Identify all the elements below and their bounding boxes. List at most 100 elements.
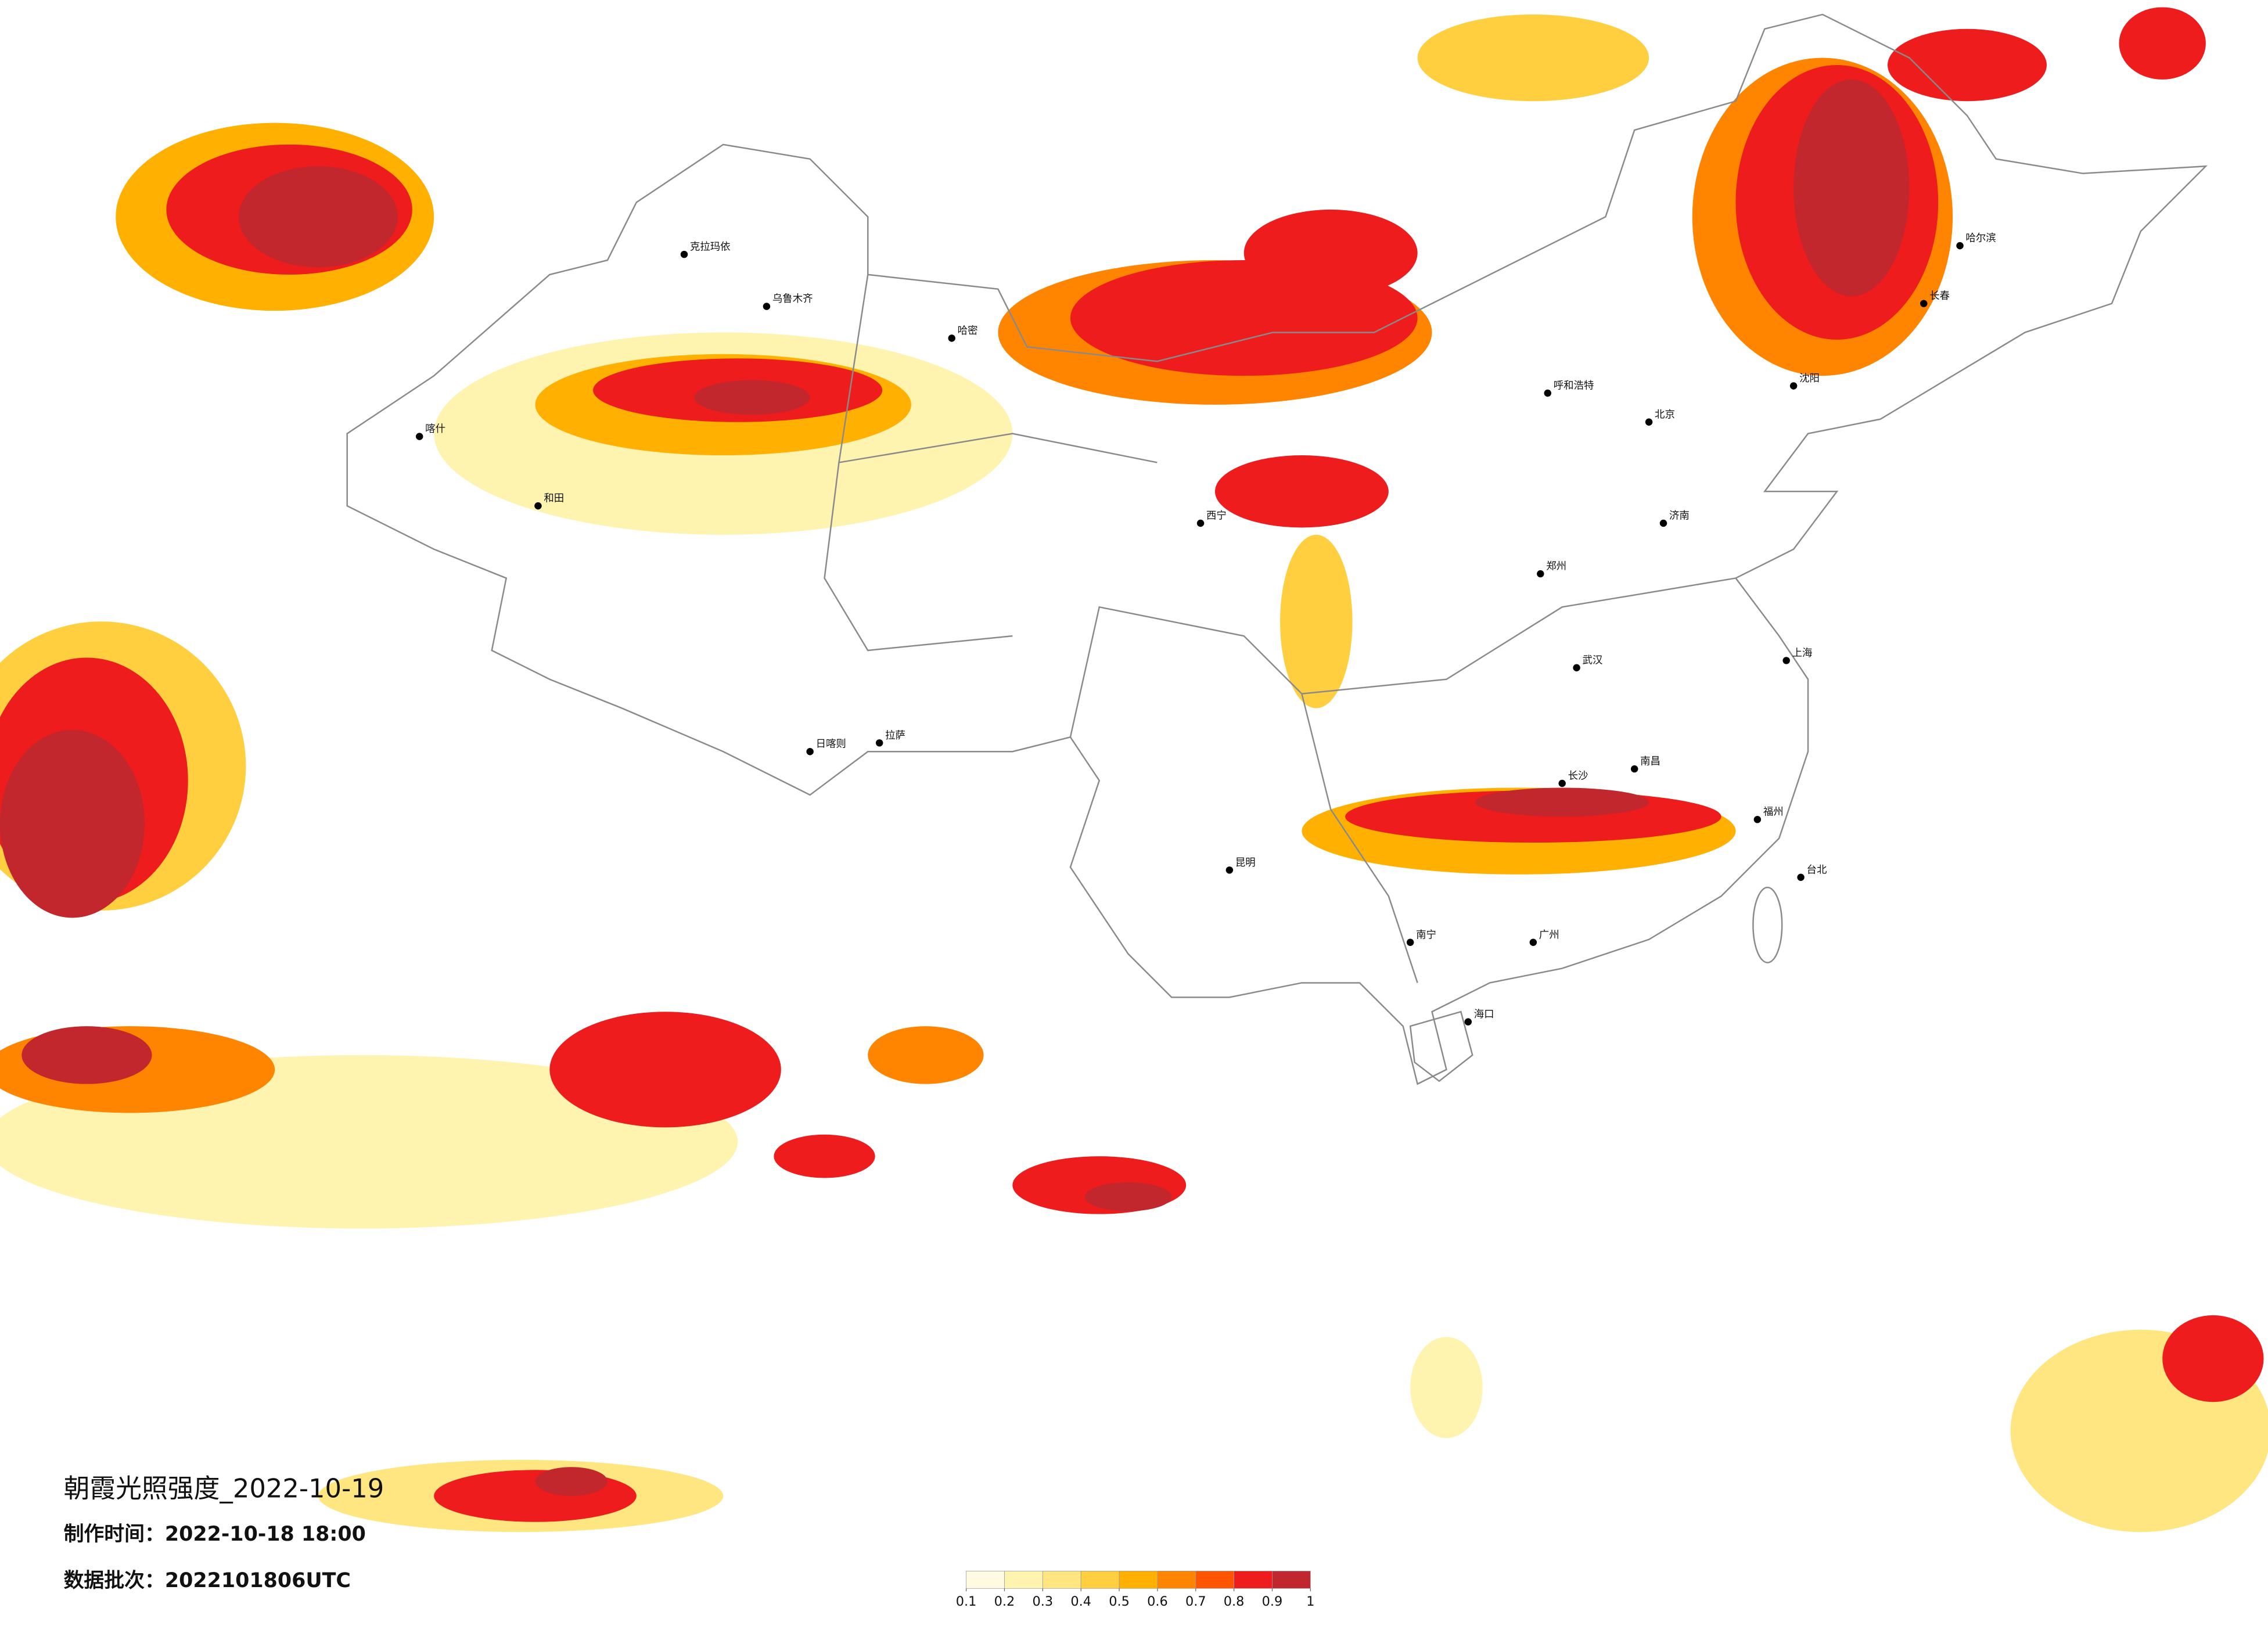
heat-area xyxy=(868,1026,984,1084)
heat-area xyxy=(1410,1337,1483,1438)
city-label: 日喀则 xyxy=(816,739,846,750)
city-dot xyxy=(806,748,814,756)
legend-tick-label: 0.8 xyxy=(1224,1594,1245,1609)
city-dot xyxy=(1753,815,1762,823)
island-border xyxy=(1752,886,1783,963)
heat-area xyxy=(1793,79,1910,297)
legend-swatch xyxy=(1004,1571,1043,1589)
city-dot xyxy=(1956,242,1964,250)
city-dot xyxy=(1920,300,1928,307)
made-time: 制作时间：2022-10-18 18:00 xyxy=(64,1523,366,1546)
legend-swatch xyxy=(1272,1571,1311,1589)
map-title: 朝霞光照强度_2022-10-19 xyxy=(64,1473,384,1504)
city-dot xyxy=(680,250,688,258)
legend-swatch xyxy=(1195,1571,1234,1589)
city-label: 克拉玛依 xyxy=(690,242,731,253)
city-label: 台北 xyxy=(1807,864,1827,876)
city-label: 上海 xyxy=(1792,647,1813,659)
city-dot xyxy=(1573,664,1580,672)
city-label: 哈尔滨 xyxy=(1965,233,1996,244)
heat-area xyxy=(238,166,398,268)
heat-area xyxy=(0,729,145,918)
data-batch: 数据批次：2022101806UTC xyxy=(64,1569,351,1592)
city-label: 北京 xyxy=(1655,409,1675,420)
legend-swatch xyxy=(1080,1571,1120,1589)
city-label: 和田 xyxy=(544,493,564,505)
city-label: 南宁 xyxy=(1416,929,1436,941)
heat-area xyxy=(694,380,810,415)
city-dot xyxy=(763,303,771,310)
city-label: 武汉 xyxy=(1583,654,1603,666)
heat-area xyxy=(1084,1182,1172,1211)
city-label: 济南 xyxy=(1669,510,1690,522)
city-dot xyxy=(1544,389,1551,397)
legend-swatch xyxy=(1234,1571,1273,1589)
heat-area xyxy=(549,1012,781,1128)
legend-tick-label: 0.2 xyxy=(994,1594,1015,1609)
city-label: 南昌 xyxy=(1640,756,1660,768)
city-label: 长沙 xyxy=(1568,771,1588,782)
city-label: 长春 xyxy=(1929,290,1950,302)
legend-swatch xyxy=(1119,1571,1158,1589)
legend-swatch xyxy=(966,1571,1005,1589)
city-label: 昆明 xyxy=(1235,857,1256,869)
city-dot xyxy=(1464,1018,1472,1026)
city-dot xyxy=(1529,938,1537,946)
legend-tick-label: 0.1 xyxy=(956,1594,977,1609)
heat-area xyxy=(1888,28,2047,102)
city-dot xyxy=(1406,938,1414,946)
city-dot xyxy=(1558,779,1566,787)
province-border xyxy=(824,274,1736,983)
heat-area xyxy=(1214,455,1389,528)
city-label: 郑州 xyxy=(1546,561,1566,573)
city-dot xyxy=(875,739,883,747)
city-label: 西宁 xyxy=(1206,510,1227,522)
city-label: 哈密 xyxy=(958,325,978,337)
legend-tick-label: 0.6 xyxy=(1147,1594,1168,1609)
legend-tick-label: 0.9 xyxy=(1262,1594,1283,1609)
heat-area xyxy=(1417,14,1649,102)
city-dot xyxy=(1782,657,1790,664)
heat-area xyxy=(1475,787,1649,817)
legend-tick-label: 0.7 xyxy=(1185,1594,1206,1609)
city-dot xyxy=(1537,570,1544,578)
heat-area xyxy=(535,1467,608,1496)
heat-area xyxy=(1280,534,1353,708)
heat-area xyxy=(774,1134,875,1178)
legend-swatch xyxy=(1042,1571,1081,1589)
city-label: 广州 xyxy=(1539,929,1559,941)
city-dot xyxy=(1645,418,1653,426)
heat-area xyxy=(2162,1315,2264,1402)
city-label: 拉萨 xyxy=(885,730,905,742)
city-dot xyxy=(1196,519,1205,527)
city-label: 喀什 xyxy=(425,423,445,435)
country-border xyxy=(346,13,2208,1085)
city-label: 海口 xyxy=(1474,1009,1494,1020)
island-border xyxy=(1409,1010,1473,1082)
legend-swatch xyxy=(1157,1571,1196,1589)
legend-tick-label: 0.4 xyxy=(1070,1594,1091,1609)
city-dot xyxy=(1225,866,1234,874)
city-dot xyxy=(1630,765,1638,773)
legend: 0.1 0.2 0.3 0.4 0.5 0.6 0.7 0.8 0.9 1 xyxy=(956,1571,1314,1609)
city-dot xyxy=(1797,873,1805,881)
legend-tick-label: 0.5 xyxy=(1109,1594,1130,1609)
city-label: 福州 xyxy=(1763,807,1784,818)
city-label: 呼和浩特 xyxy=(1554,380,1594,392)
city-dot xyxy=(948,334,955,342)
legend-tick-label: 0.3 xyxy=(1033,1594,1054,1609)
heat-area xyxy=(21,1026,152,1084)
heat-layer xyxy=(0,7,2268,1533)
city-dot xyxy=(534,502,542,510)
city-label: 乌鲁木齐 xyxy=(772,293,813,305)
legend-tick-label: 1 xyxy=(1306,1594,1314,1609)
city-dot xyxy=(1659,519,1667,527)
city-dot xyxy=(415,433,423,440)
heat-area xyxy=(1243,209,1418,297)
city-dot xyxy=(1789,382,1798,390)
heat-area xyxy=(2119,7,2206,80)
city-label: 沈阳 xyxy=(1799,373,1820,384)
